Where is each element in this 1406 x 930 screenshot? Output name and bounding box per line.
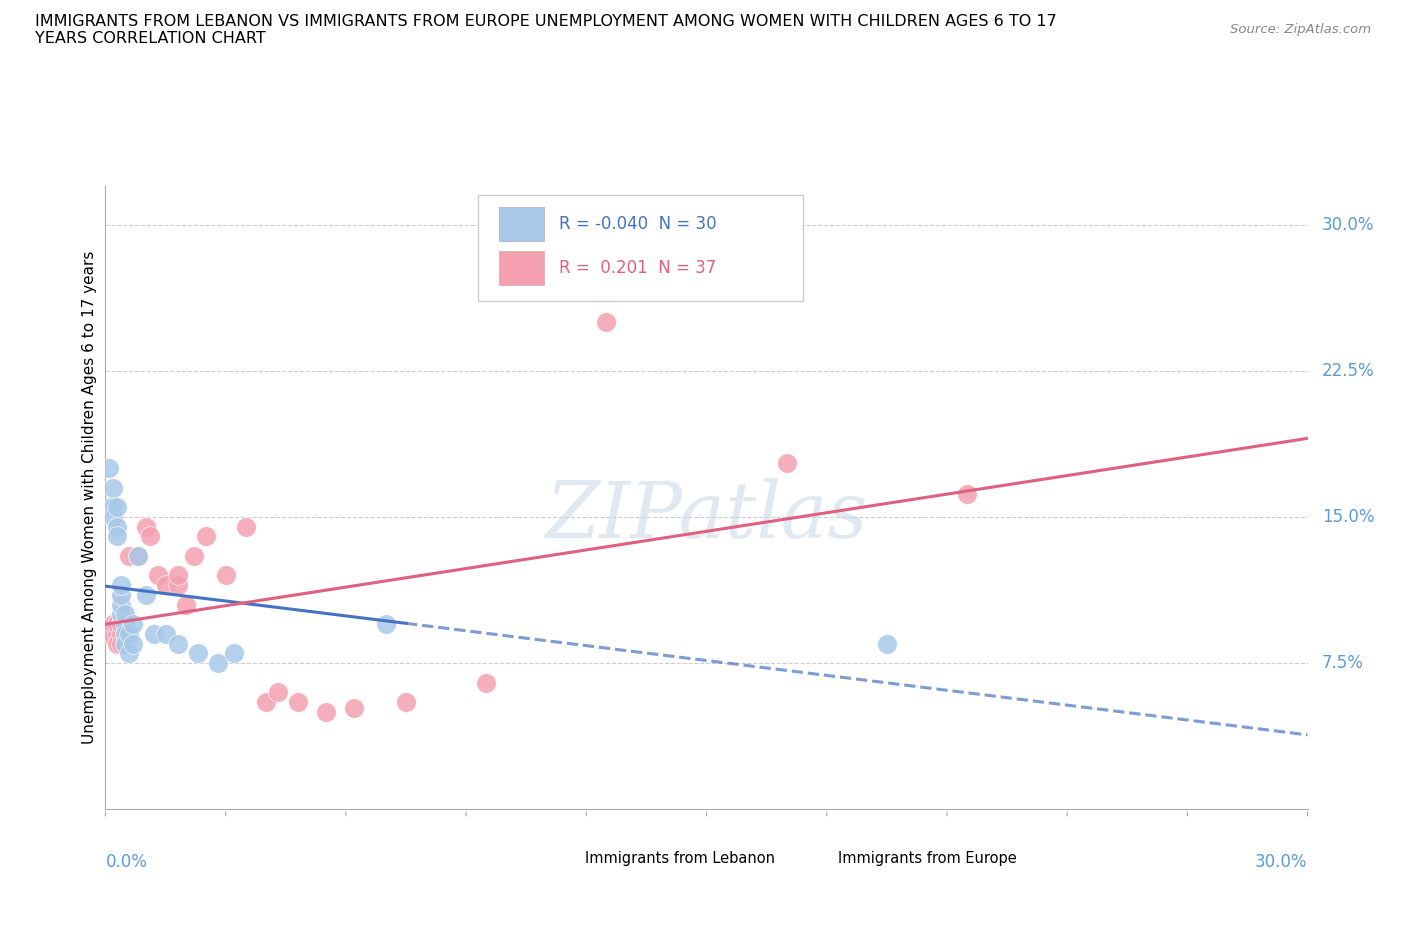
Point: [110, 588, 132, 603]
Point: [103, 627, 125, 642]
Bar: [785, 845, 823, 871]
Point: [187, 645, 209, 660]
Point: [103, 481, 125, 496]
Point: [287, 695, 309, 710]
Point: [114, 636, 136, 651]
Point: [122, 636, 145, 651]
Point: [107, 617, 129, 631]
Bar: [499, 207, 544, 241]
Text: 7.5%: 7.5%: [1322, 654, 1364, 672]
Point: [110, 607, 132, 622]
Point: [110, 636, 132, 651]
Point: [110, 617, 132, 631]
Point: [103, 499, 125, 514]
Text: R =  0.201  N = 37: R = 0.201 N = 37: [558, 259, 716, 277]
Text: Immigrants from Lebanon: Immigrants from Lebanon: [585, 851, 775, 866]
Text: ZIPatlas: ZIPatlas: [546, 478, 868, 554]
Bar: [533, 845, 571, 871]
Text: Immigrants from Europe: Immigrants from Europe: [838, 851, 1017, 866]
Point: [135, 588, 157, 603]
Text: 22.5%: 22.5%: [1322, 362, 1375, 380]
Point: [98, 627, 121, 642]
Point: [174, 597, 197, 612]
Point: [114, 627, 136, 642]
Point: [776, 455, 799, 470]
Point: [395, 695, 418, 710]
Point: [876, 636, 898, 651]
Text: 30.0%: 30.0%: [1322, 216, 1375, 234]
Point: [374, 617, 398, 631]
Point: [118, 645, 141, 660]
Point: [142, 627, 165, 642]
Text: 30.0%: 30.0%: [1256, 853, 1308, 870]
Point: [267, 684, 290, 699]
Point: [114, 627, 136, 642]
Point: [107, 499, 129, 514]
Point: [118, 627, 141, 642]
Point: [207, 656, 229, 671]
Point: [114, 636, 136, 651]
Point: [956, 486, 979, 501]
Point: [98, 499, 121, 514]
Point: [114, 607, 136, 622]
Point: [98, 461, 121, 476]
Point: [235, 519, 257, 534]
Point: [254, 695, 277, 710]
Point: [475, 675, 498, 690]
Point: [127, 549, 149, 564]
Point: [595, 315, 617, 330]
Point: [183, 549, 205, 564]
Text: 0.0%: 0.0%: [105, 853, 148, 870]
Point: [194, 529, 217, 544]
Point: [315, 704, 337, 719]
Text: R = -0.040  N = 30: R = -0.040 N = 30: [558, 215, 716, 233]
Text: Source: ZipAtlas.com: Source: ZipAtlas.com: [1230, 23, 1371, 36]
Text: IMMIGRANTS FROM LEBANON VS IMMIGRANTS FROM EUROPE UNEMPLOYMENT AMONG WOMEN WITH : IMMIGRANTS FROM LEBANON VS IMMIGRANTS FR…: [35, 14, 1057, 46]
Point: [107, 529, 129, 544]
Point: [127, 549, 149, 564]
Point: [222, 645, 245, 660]
Point: [107, 519, 129, 534]
Point: [114, 636, 136, 651]
FancyBboxPatch shape: [478, 195, 803, 301]
Point: [214, 568, 236, 583]
Point: [103, 510, 125, 525]
Text: 15.0%: 15.0%: [1322, 508, 1375, 526]
Point: [110, 578, 132, 592]
Point: [166, 568, 188, 583]
Point: [155, 627, 177, 642]
Point: [110, 627, 132, 642]
Point: [118, 549, 141, 564]
Point: [146, 568, 169, 583]
Point: [103, 617, 125, 631]
Bar: [499, 251, 544, 286]
Point: [343, 700, 366, 715]
Point: [166, 636, 188, 651]
Point: [138, 529, 160, 544]
Point: [114, 617, 136, 631]
Point: [155, 578, 177, 592]
Point: [107, 627, 129, 642]
Point: [114, 617, 136, 631]
Point: [135, 519, 157, 534]
Point: [107, 636, 129, 651]
Point: [114, 627, 136, 642]
Point: [110, 597, 132, 612]
Point: [122, 617, 145, 631]
Point: [166, 578, 188, 592]
Y-axis label: Unemployment Among Women with Children Ages 6 to 17 years: Unemployment Among Women with Children A…: [82, 251, 97, 744]
